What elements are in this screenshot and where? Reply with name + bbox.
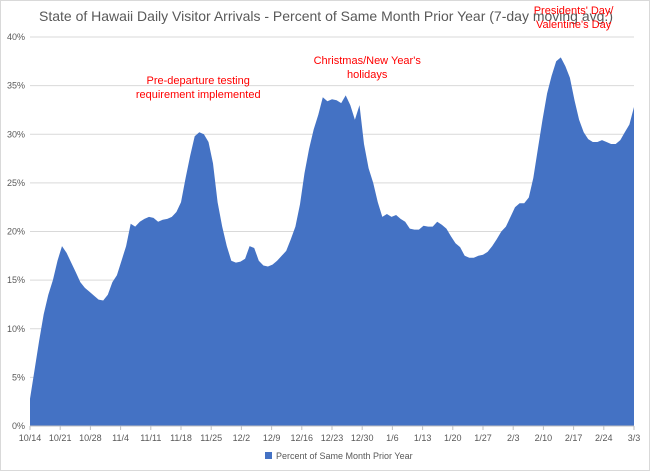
x-tick-label: 1/6	[386, 433, 399, 443]
y-tick-label: 40%	[7, 32, 25, 42]
x-tick-label: 11/4	[112, 433, 129, 443]
annotation-line: Pre-departure testing	[147, 75, 250, 87]
x-tick-label: 2/3	[507, 433, 520, 443]
x-tick-label: 1/27	[474, 433, 492, 443]
x-tick-label: 10/21	[49, 433, 72, 443]
y-tick-label: 0%	[12, 421, 25, 431]
annotation-line: Presidents' Day/	[534, 5, 615, 17]
x-tick-label: 10/14	[19, 433, 42, 443]
annotation-text: Presidents' Day/Valentine's Day	[534, 5, 615, 31]
x-tick-label: 12/23	[321, 433, 344, 443]
annotations: Pre-departure testing requirement impleme…	[136, 5, 615, 101]
annotation-line: holidays	[347, 69, 388, 81]
x-tick-label: 2/10	[535, 433, 553, 443]
annotation-text: Pre-departure testing requirement impleme…	[136, 75, 261, 101]
y-tick-label: 5%	[12, 372, 25, 382]
x-tick-label: 12/2	[233, 433, 251, 443]
x-tick-label: 12/30	[351, 433, 374, 443]
y-tick-label: 10%	[7, 324, 25, 334]
legend-swatch	[265, 452, 272, 459]
legend: Percent of Same Month Prior Year	[265, 451, 413, 461]
annotation-text: Christmas/New Year's holidays	[314, 55, 422, 81]
y-tick-label: 35%	[7, 81, 25, 91]
area-fill	[30, 57, 634, 427]
legend-label: Percent of Same Month Prior Year	[276, 451, 413, 461]
annotation-line: requirement implemented	[136, 89, 261, 101]
x-tick-label: 12/16	[291, 433, 314, 443]
y-tick-label: 20%	[7, 227, 25, 237]
x-tick-label: 2/24	[595, 433, 613, 443]
y-tick-label: 25%	[7, 178, 25, 188]
chart-title: State of Hawaii Daily Visitor Arrivals -…	[39, 8, 613, 24]
x-tick-label: 1/13	[414, 433, 432, 443]
x-axis: 10/14 10/21 10/28 11/4 11/11 11/18 11/25 12/2 12…	[19, 425, 641, 443]
x-tick-label: 11/25	[200, 433, 222, 443]
x-tick-label: 2/17	[565, 433, 583, 443]
x-tick-label: 11/11	[140, 433, 161, 443]
x-tick-label: 10/28	[79, 433, 102, 443]
y-tick-label: 30%	[7, 129, 25, 139]
annotation-line: Valentine's Day	[536, 19, 612, 31]
x-tick-label: 12/9	[263, 433, 281, 443]
area-series	[30, 57, 634, 427]
x-tick-label: 1/20	[444, 433, 462, 443]
x-tick-label: 11/18	[170, 433, 192, 443]
annotation-line: Christmas/New Year's	[314, 55, 422, 67]
y-axis: 0% 5% 10% 15% 20% 25% 30% 35% 40%	[7, 32, 25, 431]
y-tick-label: 15%	[7, 275, 25, 285]
x-tick-label: 3/3	[628, 433, 641, 443]
